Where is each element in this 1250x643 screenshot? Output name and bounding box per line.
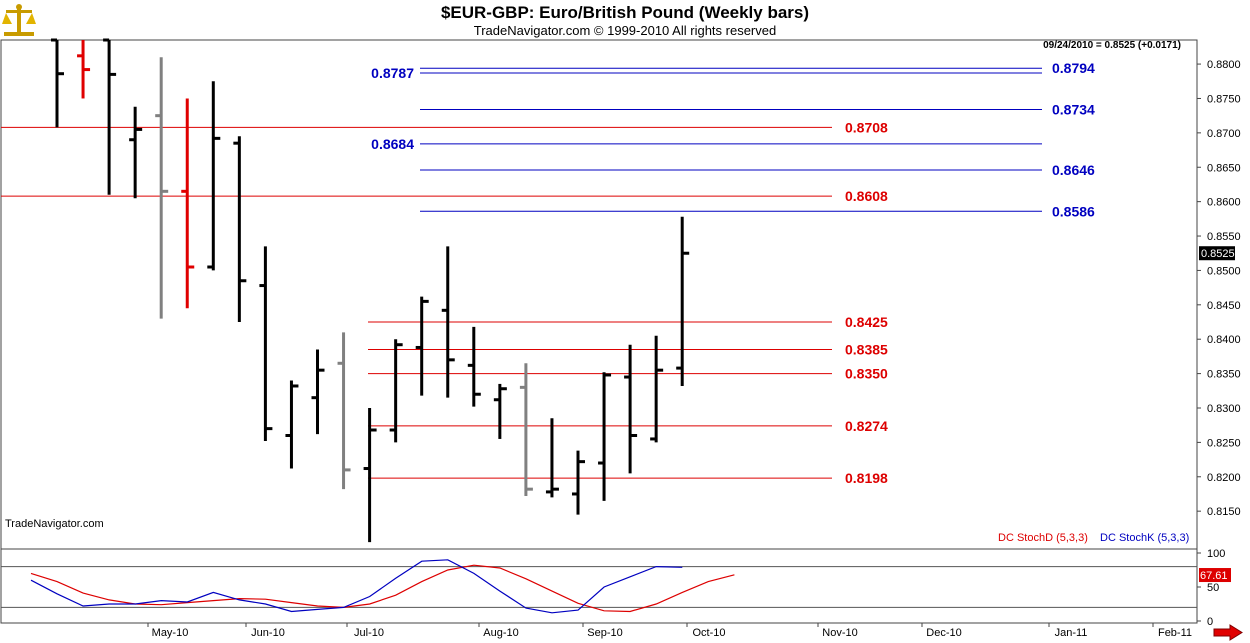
x-tick-label: May-10	[152, 627, 189, 639]
stoch-series-line	[30, 564, 735, 613]
legend-stochd: DC StochD (5,3,3)	[998, 532, 1088, 544]
level-label: 0.8198	[845, 470, 888, 486]
ohlc-bar	[181, 98, 195, 309]
x-tick-label: Feb-11	[1158, 627, 1192, 639]
ohlc-bar	[415, 296, 429, 396]
y-tick-label: 0.8600	[1207, 197, 1241, 209]
last-price-badge	[1199, 246, 1235, 261]
scroll-right-arrow-icon[interactable]	[1212, 624, 1244, 641]
legend-stochk: DC StochK (5,3,3)	[1100, 532, 1189, 544]
stochastic-panel	[0, 548, 1198, 624]
y-tick-label: 0.8650	[1207, 162, 1241, 174]
y-tick-label: 0.8800	[1207, 59, 1241, 71]
ohlc-bar	[103, 38, 117, 195]
stoch-last-badge	[1199, 568, 1231, 583]
level-label: 0.8794	[1052, 60, 1095, 76]
x-tick-label: Aug-10	[483, 627, 518, 639]
ohlc-bar	[545, 418, 559, 498]
ohlc-bar	[155, 57, 169, 319]
ohlc-bar	[650, 335, 664, 443]
x-tick-label: Jul-10	[354, 627, 384, 639]
stoch-y-tick-label: 0	[1207, 616, 1213, 628]
level-label: 0.8787	[371, 65, 414, 81]
level-label: 0.8425	[845, 314, 888, 330]
level-label: 0.8734	[1052, 101, 1095, 117]
y-tick-label: 0.8300	[1207, 403, 1241, 415]
ohlc-bar	[233, 136, 247, 323]
stoch-last-label: 67.61	[1200, 570, 1228, 582]
ohlc-bar	[493, 383, 507, 439]
y-tick-label: 0.8400	[1207, 334, 1241, 346]
stoch-series-line	[30, 559, 683, 614]
y-tick-label: 0.8150	[1207, 506, 1241, 518]
level-label: 0.8708	[845, 119, 888, 135]
ohlc-bar	[598, 372, 612, 501]
ohlc-bar	[389, 339, 403, 443]
level-label: 0.8350	[845, 366, 888, 382]
ohlc-bar	[337, 332, 351, 490]
last-quote-text: 09/24/2010 = 0.8525 (+0.0171)	[1043, 40, 1181, 51]
ohlc-bar	[259, 246, 273, 442]
last-price-label: 0.8525	[1201, 248, 1235, 260]
ohlc-bar	[441, 246, 455, 398]
x-tick-label: Oct-10	[692, 627, 725, 639]
ohlc-bar	[363, 407, 377, 543]
ohlc-bar	[624, 344, 638, 474]
price-panel	[0, 39, 1198, 550]
ohlc-bar	[311, 349, 325, 435]
x-tick-label: Jun-10	[251, 627, 285, 639]
level-label: 0.8385	[845, 342, 888, 358]
y-tick-label: 0.8750	[1207, 93, 1241, 105]
watermark-text: TradeNavigator.com	[5, 518, 104, 530]
ohlc-bar	[77, 40, 91, 99]
chart-title: $EUR-GBP: Euro/British Pound (Weekly bar…	[440, 3, 810, 22]
stoch-y-tick-label: 100	[1207, 548, 1225, 560]
scale-logo-icon	[2, 4, 36, 36]
ohlc-bar	[129, 106, 143, 199]
level-label: 0.8608	[845, 188, 888, 204]
x-tick-label: Nov-10	[822, 627, 857, 639]
stoch-y-tick-label: 50	[1207, 582, 1219, 594]
level-label: 0.8646	[1052, 162, 1095, 178]
y-tick-label: 0.8250	[1207, 437, 1241, 449]
ohlc-bar	[676, 216, 690, 386]
level-label: 0.8684	[371, 136, 414, 152]
ohlc-bar	[519, 363, 533, 497]
y-tick-label: 0.8350	[1207, 369, 1241, 381]
y-tick-label: 0.8700	[1207, 128, 1241, 140]
level-label: 0.8274	[845, 418, 888, 434]
y-tick-label: 0.8200	[1207, 472, 1241, 484]
ohlc-bar	[572, 450, 585, 515]
x-tick-label: Sep-10	[587, 627, 622, 639]
ohlc-bar	[207, 81, 221, 271]
ohlc-bar	[51, 38, 64, 128]
level-label: 0.8586	[1052, 203, 1095, 219]
y-tick-label: 0.8500	[1207, 265, 1241, 277]
y-tick-label: 0.8450	[1207, 300, 1241, 312]
ohlc-bar	[285, 380, 299, 469]
y-tick-label: 0.8550	[1207, 231, 1241, 243]
chart-subtitle: TradeNavigator.com © 1999-2010 All right…	[473, 23, 777, 38]
x-tick-label: Jan-11	[1055, 627, 1088, 639]
ohlc-bar	[467, 326, 481, 407]
x-tick-label: Dec-10	[926, 627, 961, 639]
